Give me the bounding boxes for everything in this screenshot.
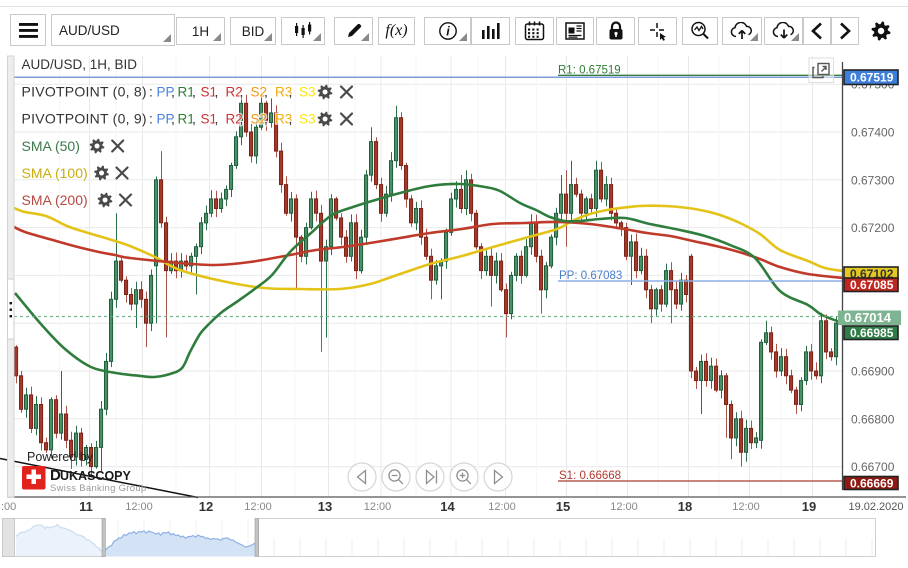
svg-text:12:00: 12:00 [732, 501, 760, 513]
svg-text:0.67200: 0.67200 [851, 221, 895, 235]
svg-text:Powered by: Powered by [27, 450, 94, 464]
svg-text:UKASCOPY: UKASCOPY [60, 469, 132, 483]
svg-text:12:00: 12:00 [610, 501, 638, 513]
svg-text:12:00: 12:00 [125, 501, 153, 513]
svg-text:PP: 0.67083: PP: 0.67083 [559, 270, 622, 282]
svg-text:0.66900: 0.66900 [851, 365, 895, 379]
svg-text:19: 19 [802, 499, 816, 514]
svg-text:11: 11 [79, 499, 93, 514]
svg-text:0.66669: 0.66669 [850, 476, 894, 490]
svg-text:i: i [446, 24, 450, 38]
svg-text::00: :00 [1, 501, 16, 513]
svg-text:AUD/USD, 1H, BID: AUD/USD, 1H, BID [22, 57, 138, 72]
svg-text:12:00: 12:00 [244, 501, 272, 513]
svg-text:SMA (100): SMA (100) [22, 165, 88, 181]
svg-text:R1: 0.67519: R1: 0.67519 [558, 65, 621, 77]
svg-text:0.67519: 0.67519 [850, 71, 894, 85]
svg-text:0.66985: 0.66985 [850, 326, 894, 340]
svg-text:PIVOTPOINT (0, 9):PP,R1,S1,R2,: PIVOTPOINT (0, 9): PP, R1, S1, R2, S2, R3, S3 [22, 111, 316, 127]
svg-text:0.67400: 0.67400 [851, 126, 895, 140]
svg-text:0.67300: 0.67300 [851, 173, 895, 187]
svg-text:Swiss Banking Group: Swiss Banking Group [50, 483, 147, 494]
svg-text:12: 12 [199, 499, 213, 514]
svg-text:0.67014: 0.67014 [844, 310, 892, 325]
svg-text:SMA (50): SMA (50) [22, 138, 80, 154]
svg-text:12:00: 12:00 [364, 501, 392, 513]
svg-text:0.66700: 0.66700 [851, 460, 895, 474]
svg-text:12:00: 12:00 [488, 501, 516, 513]
svg-text:0.67500: 0.67500 [851, 78, 895, 92]
svg-text:0.66800: 0.66800 [851, 412, 895, 426]
svg-text:D: D [50, 467, 61, 484]
svg-text:0.67102: 0.67102 [850, 267, 894, 281]
svg-text:0.67085: 0.67085 [850, 278, 894, 292]
svg-text:13: 13 [318, 499, 332, 514]
svg-text:18: 18 [678, 499, 692, 514]
svg-text:19.02.2020: 19.02.2020 [848, 501, 903, 513]
svg-text:SMA (200): SMA (200) [22, 192, 88, 208]
svg-text:S1: 0.66668: S1: 0.66668 [559, 470, 621, 482]
svg-text:15: 15 [556, 499, 570, 514]
svg-text:PIVOTPOINT (0, 8):PP,R1,S1,R2,: PIVOTPOINT (0, 8): PP, R1, S1, R2, S2, R3, S3 [22, 84, 316, 100]
svg-text:14: 14 [440, 499, 455, 514]
